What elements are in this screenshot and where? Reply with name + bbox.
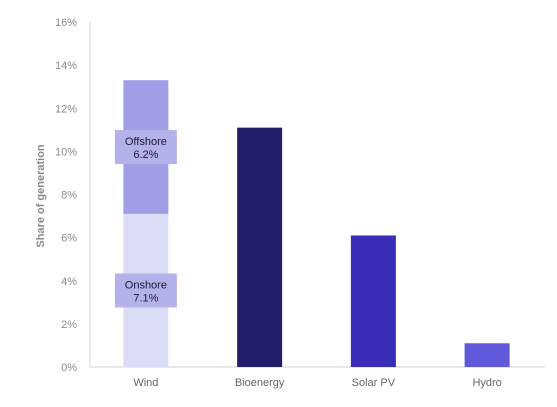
segment-label-box	[114, 273, 177, 308]
x-category-label: Wind	[133, 377, 158, 389]
bar-bioenergy	[237, 127, 283, 367]
y-tick-label: 14%	[55, 60, 77, 72]
y-tick-label: 8%	[61, 190, 77, 202]
y-tick-label: 12%	[55, 103, 77, 115]
segment-value-label: 7.1%	[133, 292, 158, 304]
y-axis-ticks: 0% 2% 4% 6% 8% 10% 12% 14% 16%	[55, 17, 77, 374]
y-axis-title-group: Share of generation	[35, 144, 47, 248]
y-tick-label: 0%	[61, 362, 77, 374]
segment-name-label: Onshore	[125, 279, 167, 291]
y-axis-title: Share of generation	[35, 144, 47, 248]
y-tick-label: 2%	[61, 319, 77, 331]
segment-value-label: 6.2%	[133, 149, 158, 161]
x-category-label: Hydro	[472, 377, 501, 389]
bar-solar-pv	[350, 235, 396, 367]
x-category-label: Bioenergy	[235, 377, 285, 389]
y-tick-label: 10%	[55, 146, 77, 158]
y-tick-label: 6%	[61, 233, 77, 245]
x-category-label: Solar PV	[352, 377, 396, 389]
segment-label-box	[114, 130, 177, 165]
y-tick-label: 4%	[61, 276, 77, 288]
category-labels: Wind Bioenergy Solar PV Hydro	[133, 377, 501, 389]
bar-hydro	[464, 343, 510, 367]
segment-name-label: Offshore	[125, 136, 167, 148]
y-tick-label: 16%	[55, 17, 77, 29]
